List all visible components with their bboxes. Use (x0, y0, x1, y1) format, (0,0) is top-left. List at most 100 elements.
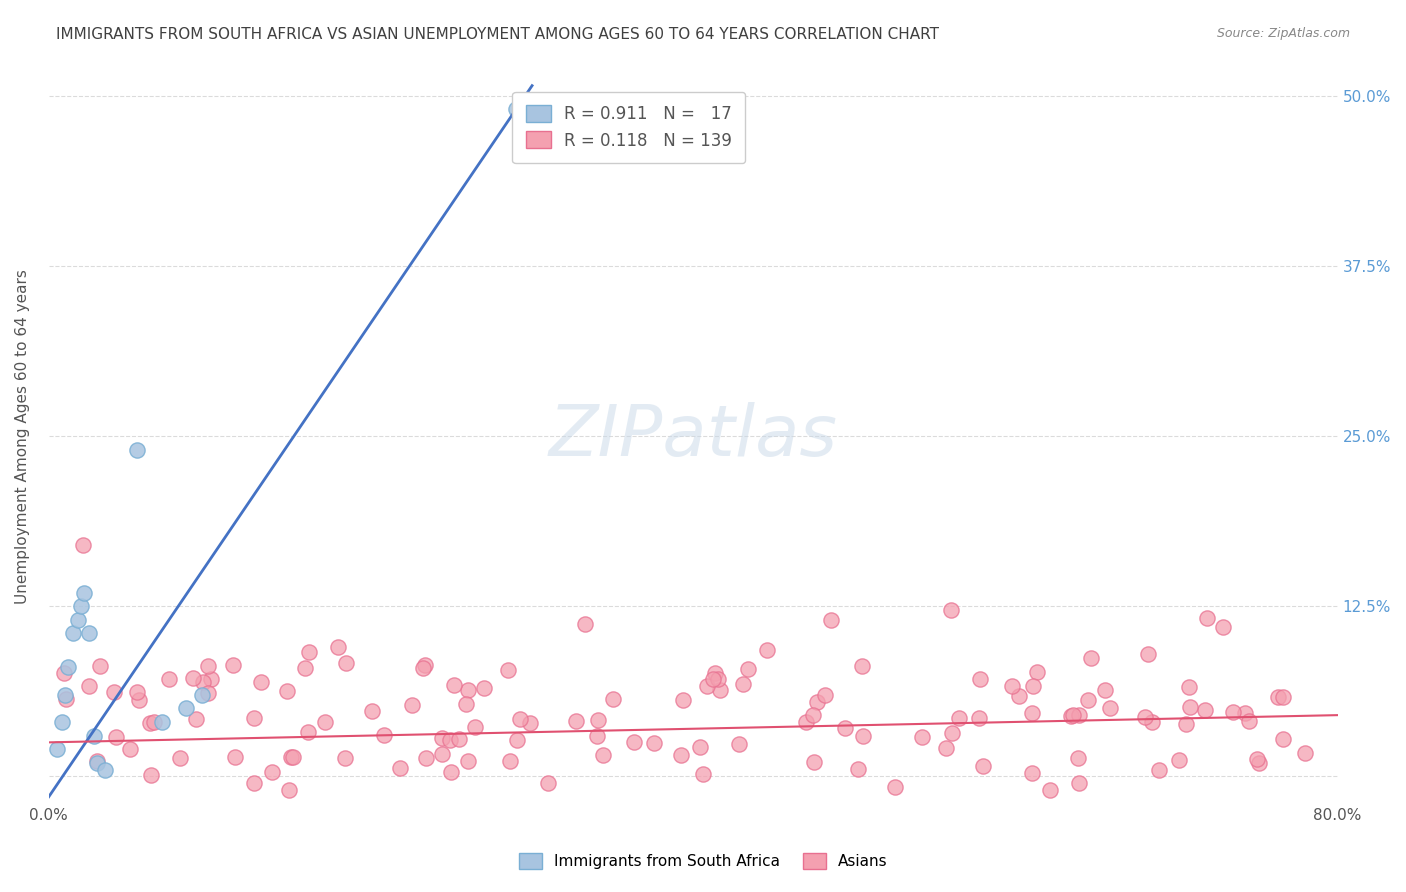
Point (62, 626, 84, 640)
Point (1194, 702, 1216, 716)
Point (472, 681, 495, 695)
Point (127, 442, 149, 457)
Point (447, 731, 470, 746)
Point (1222, 706, 1244, 720)
Point (262, 764, 284, 779)
Point (77, 679, 100, 693)
Point (935, 740, 957, 755)
Point (1195, 611, 1218, 625)
Point (443, 678, 465, 692)
Point (939, 603, 962, 617)
Point (1077, 693, 1099, 707)
Point (537, 776, 560, 790)
Point (707, 672, 730, 686)
Point (852, 729, 875, 743)
Point (623, 735, 645, 749)
Point (103, 685, 125, 699)
Point (948, 711, 970, 725)
Point (335, 657, 357, 671)
Point (298, 645, 321, 659)
Point (574, 617, 596, 632)
Point (139, 716, 162, 731)
Point (45, 742, 67, 756)
Point (249, 674, 271, 689)
Point (1001, 679, 1024, 693)
Point (127, 684, 149, 698)
Point (464, 720, 486, 734)
Point (794, 714, 817, 729)
Point (733, 676, 755, 690)
Point (689, 739, 711, 754)
Y-axis label: Unemployment Among Ages 60 to 64 years: Unemployment Among Ages 60 to 64 years (15, 268, 30, 604)
Point (70, 599, 93, 614)
Point (1039, 783, 1062, 797)
Point (1272, 732, 1295, 747)
Point (193, 675, 215, 690)
Point (1246, 752, 1268, 766)
Point (941, 725, 963, 739)
Point (505, 733, 527, 747)
Point (128, 693, 150, 707)
Point (972, 758, 994, 772)
Point (454, 697, 477, 711)
Legend: Immigrants from South Africa, Asians: Immigrants from South Africa, Asians (512, 847, 894, 875)
Legend: R = 0.911   N =   17, R = 0.118   N = 139: R = 0.911 N = 17, R = 0.118 N = 139 (512, 92, 745, 163)
Point (702, 672, 724, 686)
Point (1178, 700, 1201, 714)
Point (505, 103, 527, 117)
Point (55, 692, 77, 706)
Point (157, 672, 180, 686)
Point (1249, 756, 1271, 770)
Point (1272, 690, 1295, 704)
Point (1147, 763, 1170, 777)
Point (174, 701, 197, 715)
Point (696, 679, 718, 693)
Point (1294, 747, 1316, 761)
Point (373, 728, 395, 742)
Point (169, 751, 191, 765)
Point (120, 742, 142, 756)
Point (565, 714, 588, 728)
Point (277, 783, 299, 797)
Point (1137, 647, 1160, 661)
Point (1239, 714, 1261, 729)
Point (197, 659, 219, 673)
Point (672, 693, 695, 707)
Point (361, 705, 384, 719)
Point (1062, 708, 1084, 723)
Point (412, 660, 434, 674)
Point (413, 658, 436, 673)
Point (181, 672, 204, 686)
Point (94, 763, 117, 777)
Point (83, 729, 105, 743)
Point (415, 751, 437, 765)
Point (314, 715, 336, 730)
Point (592, 747, 614, 762)
Point (967, 711, 990, 725)
Point (66, 613, 89, 627)
Point (86, 754, 108, 768)
Point (1267, 690, 1289, 704)
Point (1167, 753, 1189, 767)
Point (806, 695, 828, 709)
Point (692, 767, 714, 781)
Point (1067, 751, 1090, 765)
Point (1135, 709, 1157, 723)
Point (440, 765, 463, 780)
Point (883, 780, 905, 795)
Point (1021, 766, 1043, 780)
Point (184, 712, 207, 726)
Point (1098, 701, 1121, 715)
Point (89, 659, 111, 673)
Point (56, 660, 79, 674)
Point (197, 686, 219, 700)
Point (1212, 620, 1234, 634)
Point (820, 613, 842, 627)
Point (519, 715, 541, 730)
Point (222, 658, 245, 673)
Point (911, 730, 934, 744)
Point (1142, 714, 1164, 729)
Point (191, 688, 214, 702)
Point (430, 731, 453, 745)
Point (280, 750, 302, 764)
